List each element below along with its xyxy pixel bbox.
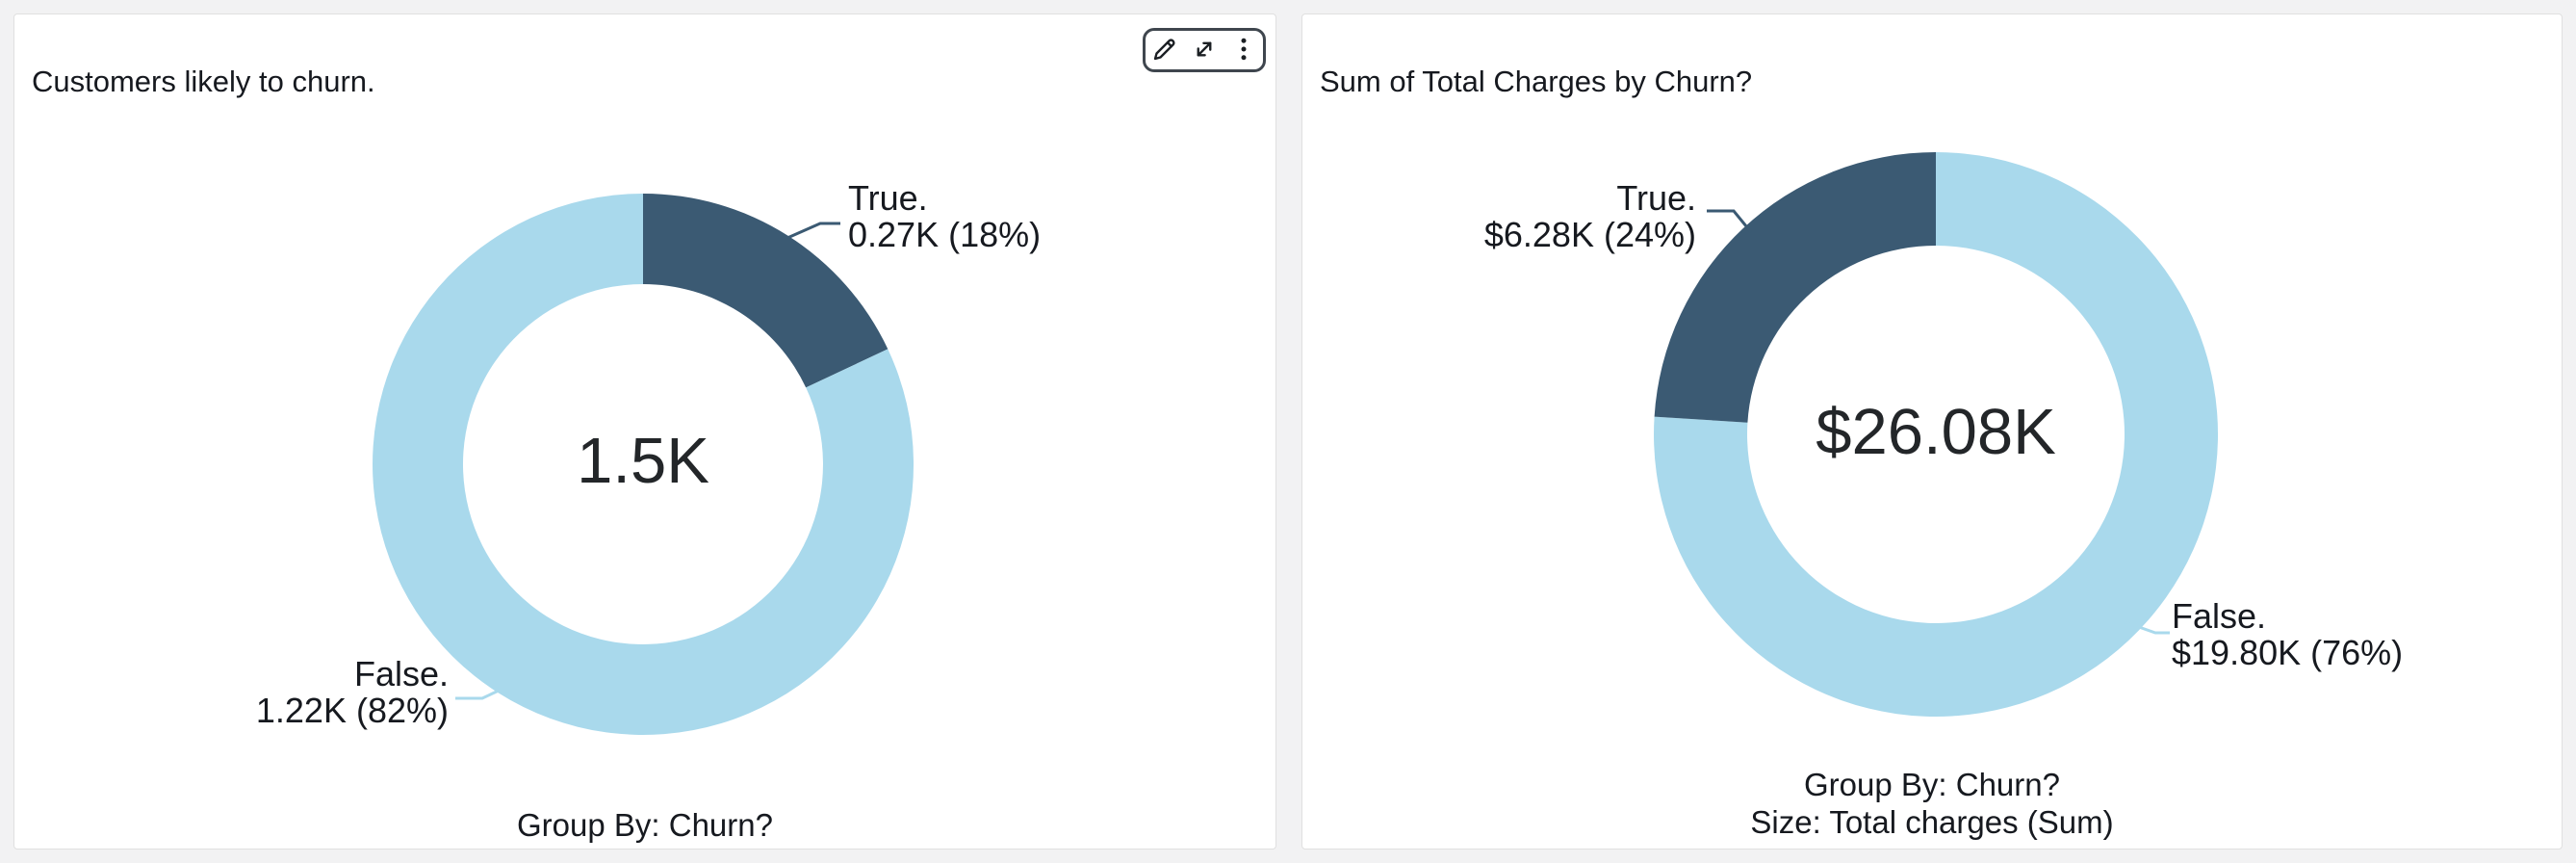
donut-slice-true[interactable] xyxy=(643,194,889,388)
group-by-caption: Group By: Churn? xyxy=(517,807,773,843)
edit-visual-button[interactable] xyxy=(1149,35,1180,65)
visual-menu-button[interactable] xyxy=(1228,35,1259,65)
donut-chart xyxy=(1654,152,2219,717)
donut-center-total: 1.5K xyxy=(577,425,709,497)
size-caption: Size: Total charges (Sum) xyxy=(1750,804,2114,840)
churn-count-visual-card: Customers likely to churn. xyxy=(13,13,1276,850)
group-by-caption: Group By: Churn? xyxy=(1804,767,2060,802)
chart-captions: Group By: Churn? Size: Total charges (Su… xyxy=(1302,766,2562,841)
slice-label-true: True. $6.28K (24%) xyxy=(1484,180,1696,253)
slice-label-value: 1.22K (82%) xyxy=(255,691,449,730)
maximize-visual-button[interactable] xyxy=(1189,35,1220,65)
slice-label-value: $6.28K (24%) xyxy=(1483,215,1696,254)
slice-label-false: False. $19.80K (76%) xyxy=(2172,598,2403,671)
donut-slice-true[interactable] xyxy=(1654,152,1936,423)
leader-line-false xyxy=(455,689,500,700)
visual-title: Customers likely to churn. xyxy=(32,65,375,98)
slice-label-value: 0.27K (18%) xyxy=(848,215,1042,254)
slice-label-name: False. xyxy=(353,654,449,693)
donut-slice-false[interactable] xyxy=(1654,152,2219,717)
slice-label-true: True. 0.27K (18%) xyxy=(848,180,1041,253)
slice-label-name: True. xyxy=(1616,178,1696,218)
pencil-icon xyxy=(1150,35,1179,66)
donut-slice-false[interactable] xyxy=(373,194,914,735)
total-charges-visual-card: Sum of Total Charges by Churn? True. $6.… xyxy=(1301,13,2563,850)
donut-chart xyxy=(373,194,914,735)
slice-label-value: $19.80K (76%) xyxy=(2172,633,2404,672)
leader-line-true xyxy=(786,222,840,240)
kebab-menu-icon xyxy=(1229,35,1258,66)
visual-title: Sum of Total Charges by Churn? xyxy=(1320,65,1753,98)
slice-label-name: False. xyxy=(2172,596,2267,636)
leader-line-false xyxy=(2122,619,2170,635)
donut-center-total: $26.08K xyxy=(1816,396,2056,468)
leader-line-true xyxy=(1707,209,1753,233)
slice-label-name: True. xyxy=(848,178,928,218)
slice-label-false: False. 1.22K (82%) xyxy=(256,656,449,729)
visual-toolbar xyxy=(1143,28,1266,72)
expand-icon xyxy=(1190,35,1219,66)
